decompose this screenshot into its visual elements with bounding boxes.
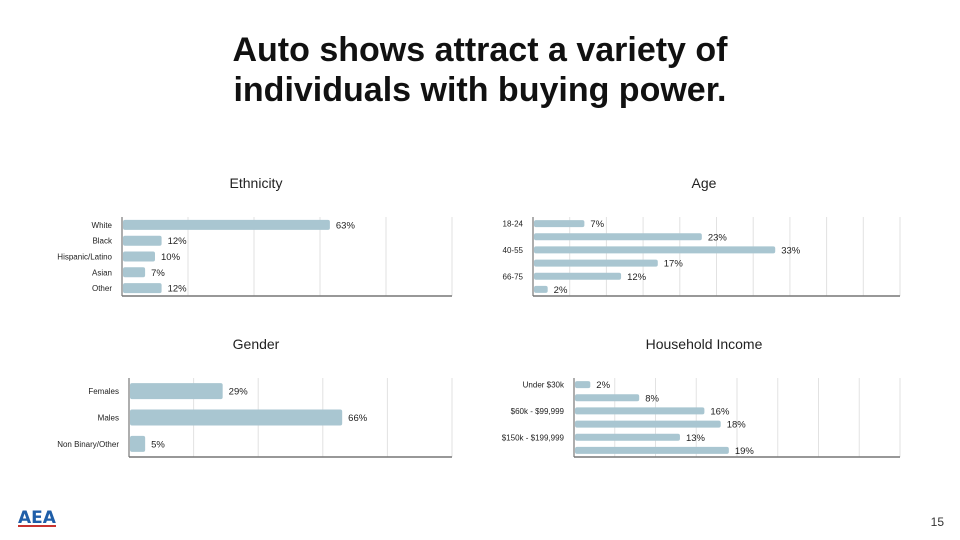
- income-bar: [575, 420, 721, 428]
- income-value-label: 8%: [645, 393, 659, 404]
- ethnicity-category-label: Hispanic/Latino: [57, 253, 112, 262]
- ethnicity-bar: [123, 267, 146, 278]
- gender-category-label: Non Binary/Other: [57, 440, 119, 449]
- age-value-label: 12%: [627, 272, 647, 283]
- age-category-label: 66-75: [503, 272, 524, 281]
- gender-bar: [130, 409, 343, 426]
- ethnicity-bar: [123, 219, 330, 230]
- page-number: 15: [930, 515, 944, 529]
- age-value-label: 23%: [708, 232, 728, 243]
- ethnicity-category-label: White: [92, 221, 113, 230]
- income-value-label: 18%: [727, 420, 747, 431]
- age-category-label: 40-55: [503, 246, 524, 255]
- income-category-label: Under $30k: [523, 381, 565, 390]
- income-category-label: $150k - $199,999: [502, 433, 565, 442]
- income-value-label: 13%: [686, 433, 706, 444]
- ethnicity-category-label: Asian: [92, 268, 112, 277]
- age-bar: [534, 285, 548, 293]
- age-category-label: 18-24: [503, 220, 524, 229]
- gender-value-label: 66%: [348, 413, 368, 424]
- age-value-label: 7%: [590, 219, 604, 230]
- age-bar: [534, 259, 658, 267]
- ethnicity-bar: [123, 251, 155, 262]
- income-bar: [575, 446, 729, 454]
- age-bar: [534, 220, 585, 228]
- age-bar: [534, 233, 702, 241]
- ethnicity-value-label: 63%: [336, 220, 356, 231]
- income-bar: [575, 407, 705, 415]
- ethnicity-category-label: Black: [92, 237, 113, 246]
- gender-category-label: Males: [98, 414, 119, 423]
- slide-title-line-1: Auto shows attract a variety of: [232, 31, 728, 69]
- age-value-label: 33%: [781, 245, 801, 256]
- age-value-label: 17%: [664, 259, 684, 270]
- income-bar: [575, 381, 591, 389]
- income-bar: [575, 433, 680, 441]
- slide-title: Auto shows attract a variety of individu…: [130, 30, 830, 110]
- income-value-label: 2%: [596, 380, 610, 391]
- ethnicity-value-label: 12%: [168, 284, 188, 295]
- logo-text: AEA: [18, 508, 57, 528]
- gender-category-label: Females: [88, 387, 119, 396]
- ethnicity-value-label: 7%: [151, 268, 165, 279]
- ethnicity-value-label: 10%: [161, 252, 181, 263]
- age-chart-title: Age: [691, 175, 717, 191]
- gender-value-label: 29%: [229, 387, 249, 398]
- slide-title-line-2: individuals with buying power.: [233, 71, 727, 109]
- income-value-label: 19%: [735, 446, 755, 457]
- ethnicity-value-label: 12%: [168, 236, 188, 247]
- income-value-label: 16%: [710, 406, 730, 417]
- ethnicity-bar: [123, 283, 162, 294]
- gender-bar: [130, 383, 223, 400]
- gender-bar: [130, 435, 146, 452]
- income-category-label: $60k - $99,999: [511, 407, 565, 416]
- ethnicity-bar: [123, 235, 162, 246]
- gender-value-label: 5%: [151, 439, 165, 450]
- age-bar: [534, 272, 622, 280]
- ethnicity-category-label: Other: [92, 284, 112, 293]
- income-bar: [575, 394, 640, 402]
- aea-logo: AEA: [18, 508, 57, 528]
- ethnicity-chart-title: Ethnicity: [229, 175, 283, 191]
- income-chart-title: Household Income: [645, 336, 763, 352]
- age-value-label: 2%: [554, 285, 568, 296]
- gender-chart-title: Gender: [232, 336, 280, 352]
- age-bar: [534, 246, 776, 254]
